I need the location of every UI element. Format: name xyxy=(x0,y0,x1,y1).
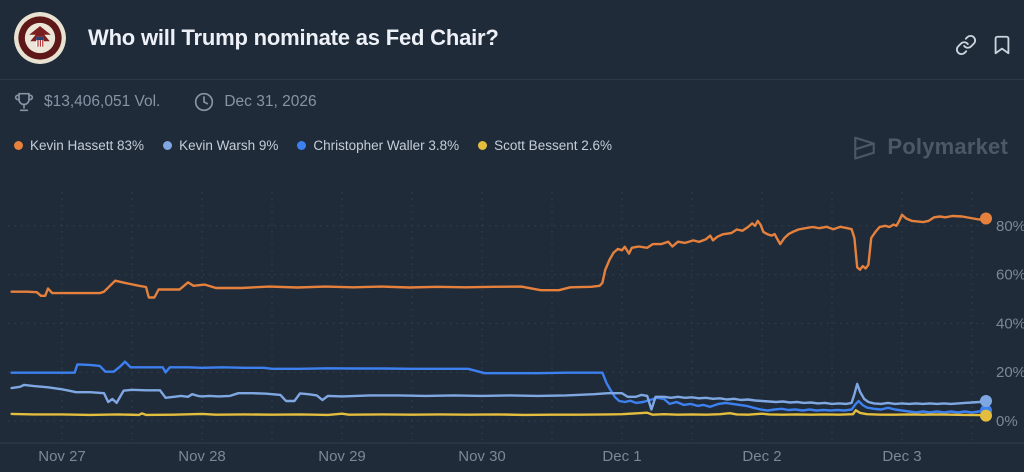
series-end-dot-scott-bessent xyxy=(980,409,992,422)
x-axis-label: Nov 28 xyxy=(178,448,226,465)
x-axis-label: Dec 1 xyxy=(602,448,641,465)
x-axis-label: Dec 2 xyxy=(742,448,781,465)
trophy-icon xyxy=(14,92,34,112)
legend-label: Kevin Hassett 83% xyxy=(30,138,145,153)
y-axis-label: 0% xyxy=(996,413,1018,430)
series-line-kevin-hassett xyxy=(10,213,988,299)
bookmark-icon[interactable] xyxy=(991,34,1013,56)
legend-label: Christopher Waller 3.8% xyxy=(313,138,460,153)
end-date: Dec 31, 2026 xyxy=(224,93,317,110)
polymarket-logo-icon xyxy=(854,136,876,160)
y-axis-label: 40% xyxy=(996,315,1024,332)
series-line-scott-bessent xyxy=(10,409,988,417)
market-seal-icon xyxy=(14,12,66,64)
x-axis-label: Dec 3 xyxy=(882,448,921,465)
x-axis-label: Nov 29 xyxy=(318,448,366,465)
y-axis-label: 80% xyxy=(996,218,1024,235)
legend-dot xyxy=(14,141,23,150)
series-line-kevin-warsh xyxy=(10,382,988,411)
legend-item-bessent[interactable]: Scott Bessent 2.6% xyxy=(478,138,612,153)
polymarket-watermark: Polymarket xyxy=(851,132,1008,162)
legend-item-warsh[interactable]: Kevin Warsh 9% xyxy=(163,138,278,153)
legend-item-hassett[interactable]: Kevin Hassett 83% xyxy=(14,138,144,153)
legend-item-waller[interactable]: Christopher Waller 3.8% xyxy=(297,138,459,153)
legend-dot xyxy=(478,141,488,150)
stats-row: $13,406,051 Vol. Dec 31, 2026 xyxy=(14,92,317,112)
x-axis-label: Nov 27 xyxy=(38,448,86,465)
header-divider xyxy=(0,79,1024,80)
chart-legend: Kevin Hassett 83% Kevin Warsh 9% Christo… xyxy=(14,138,612,153)
clock-icon xyxy=(195,92,214,112)
series-end-dot-kevin-warsh xyxy=(980,394,992,407)
series-line-christopher-waller xyxy=(10,360,988,414)
legend-dot xyxy=(163,141,173,150)
polymarket-wordmark: Polymarket xyxy=(887,134,1008,159)
page-title: Who will Trump nominate as Fed Chair? xyxy=(88,25,499,50)
price-chart[interactable]: 80% 60% 40% 20% 0% Nov 27 Nov 28 Nov 29 Nov 30 De… xyxy=(0,180,1024,472)
x-axis-label: Nov 30 xyxy=(458,448,506,465)
volume-stat: $13,406,051 Vol. xyxy=(44,93,161,110)
legend-dot xyxy=(297,141,307,150)
legend-label: Kevin Warsh 9% xyxy=(179,138,279,153)
copy-link-icon[interactable] xyxy=(955,34,977,56)
y-axis-label: 60% xyxy=(996,267,1024,284)
series-end-dot-kevin-hassett xyxy=(980,212,992,225)
legend-label: Scott Bessent 2.6% xyxy=(494,138,612,153)
y-axis-label: 20% xyxy=(996,364,1024,381)
